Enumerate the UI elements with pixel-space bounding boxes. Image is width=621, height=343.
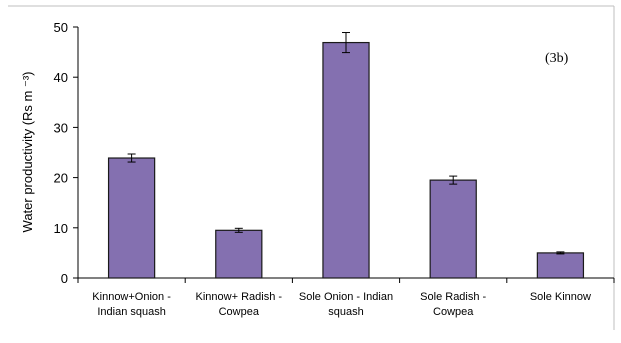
x-tick-label: Sole Kinnow [530,291,591,303]
error-bar [127,153,136,163]
y-tick-label: 50 [54,20,68,35]
y-tick-label: 40 [54,70,68,85]
error-bar [556,251,565,255]
error-bar [342,32,350,54]
x-tick-label: Sole Radish -Cowpea [420,291,486,318]
y-axis-label: Water productivity (Rs m ⁻³) [20,72,35,233]
error-bars [127,32,565,255]
y-tick-label: 30 [54,120,68,135]
y-tick-label: 0 [61,271,68,286]
y-tick-label: 20 [54,171,68,186]
x-tick-labels: Kinnow+Onion -Indian squash Kinnow+ Radis… [92,291,591,318]
bar [429,179,477,279]
y-tick-label: 10 [54,221,68,236]
bar [107,157,156,279]
panel-label: (3b) [545,51,569,66]
bar [322,41,370,279]
bars [107,41,585,279]
error-bar [234,227,243,233]
bar [215,229,263,279]
bar [536,252,585,279]
y-ticks: 0 10 20 30 40 50 [54,20,78,286]
x-tick-label: Sole Onion - Indian squash [299,291,393,318]
x-tick-label: Kinnow+ Radish -Cowpea [196,291,283,318]
error-bar [449,175,458,185]
x-tick-label: Kinnow+Onion -Indian squash [92,291,171,318]
